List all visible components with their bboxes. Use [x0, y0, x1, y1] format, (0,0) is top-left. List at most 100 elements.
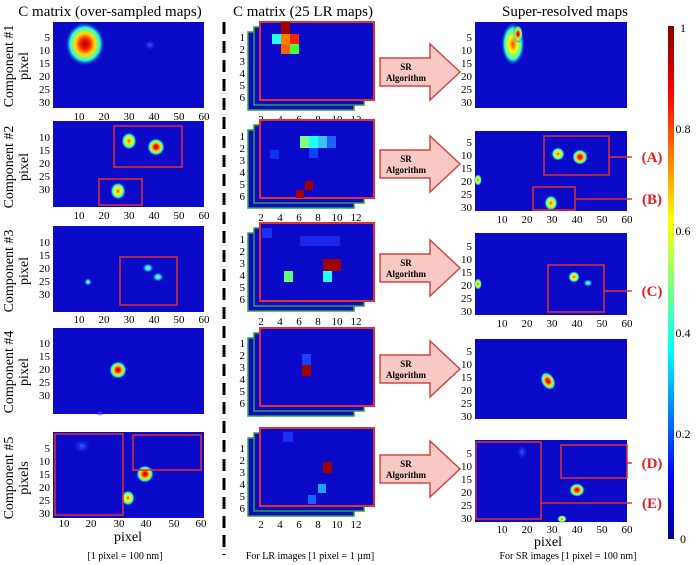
svg-text:6: 6	[240, 191, 246, 203]
svg-text:15: 15	[39, 145, 51, 157]
svg-text:15: 15	[461, 372, 473, 384]
ylabel: pixel	[17, 257, 32, 285]
component-label: Component #2	[2, 126, 17, 209]
svg-text:25: 25	[39, 171, 51, 183]
svg-text:20: 20	[86, 518, 98, 530]
svg-text:15: 15	[461, 267, 473, 279]
heatmap-right	[475, 440, 627, 522]
lr-map	[259, 427, 375, 507]
svg-text:60: 60	[196, 518, 208, 530]
svg-text:50: 50	[174, 210, 186, 222]
svg-text:1: 1	[240, 338, 246, 350]
svg-text:3: 3	[240, 362, 246, 374]
heatmap-left	[53, 226, 204, 312]
svg-text:50: 50	[174, 111, 186, 123]
svg-text:25: 25	[461, 500, 473, 512]
svg-text:40: 40	[572, 318, 584, 330]
ylabel: pixel	[17, 52, 32, 80]
highlight-box	[132, 434, 202, 471]
svg-text:6: 6	[240, 398, 246, 410]
svg-text:Algorithm: Algorithm	[386, 269, 426, 279]
svg-text:50: 50	[169, 518, 181, 530]
svg-text:5: 5	[240, 386, 246, 398]
svg-text:10: 10	[74, 111, 86, 123]
svg-text:4: 4	[240, 374, 246, 386]
row-component-3: Component #3 pixel 10 15 20 25 30 10 20 …	[2, 222, 662, 330]
svg-text:25: 25	[461, 189, 473, 201]
svg-text:30: 30	[124, 111, 136, 123]
svg-text:60: 60	[199, 210, 211, 222]
svg-text:1: 1	[240, 131, 246, 143]
sr-arrow	[379, 134, 462, 194]
svg-text:2: 2	[240, 44, 246, 56]
svg-text:30: 30	[461, 411, 473, 423]
svg-text:3: 3	[240, 56, 246, 68]
callout-B: (B)	[642, 192, 662, 208]
svg-text:30: 30	[39, 289, 51, 301]
sr-arrow	[379, 339, 462, 399]
callout-A: (A)	[642, 150, 663, 166]
svg-text:8: 8	[315, 212, 321, 224]
lr-map	[259, 327, 375, 407]
svg-text:10: 10	[497, 524, 509, 536]
svg-text:30: 30	[547, 318, 559, 330]
svg-text:20: 20	[99, 210, 111, 222]
lr-map	[259, 21, 375, 101]
component-label: Component #3	[2, 230, 17, 313]
svg-text:5: 5	[45, 443, 51, 455]
xlabel-right: pixel	[534, 535, 562, 550]
svg-text:30: 30	[461, 202, 473, 214]
svg-text:15: 15	[39, 469, 51, 481]
header-left: C matrix (over-sampled maps)	[18, 4, 201, 20]
svg-text:SR: SR	[400, 459, 412, 469]
callout-D: (D)	[642, 456, 663, 472]
svg-text:2: 2	[240, 455, 246, 467]
colorbar-tick: 0	[680, 532, 686, 546]
svg-text:25: 25	[461, 398, 473, 410]
svg-text:5: 5	[240, 179, 246, 191]
heatmap-right	[475, 22, 627, 108]
svg-text:30: 30	[547, 524, 559, 536]
svg-text:50: 50	[597, 318, 609, 330]
colorbar-tick: 0.2	[676, 427, 691, 441]
row-component-2: Component #2 pixel 10 15 20 25 30 10 20 …	[2, 119, 663, 226]
highlight-box	[98, 178, 143, 206]
svg-text:4: 4	[240, 270, 246, 282]
svg-text:5: 5	[240, 80, 246, 92]
callout-E: (E)	[642, 496, 662, 512]
svg-text:10: 10	[461, 461, 473, 473]
svg-text:15: 15	[39, 250, 51, 262]
svg-text:5: 5	[467, 346, 473, 358]
caption-right: For SR images [1 pixel = 100 nm]	[499, 551, 636, 562]
sr-label-1: SR	[400, 62, 412, 72]
svg-text:15: 15	[461, 58, 473, 70]
svg-text:8: 8	[315, 316, 321, 328]
svg-text:30: 30	[39, 390, 51, 402]
svg-text:20: 20	[522, 524, 534, 536]
svg-text:5: 5	[467, 137, 473, 149]
svg-text:30: 30	[39, 97, 51, 109]
svg-text:6: 6	[240, 294, 246, 306]
svg-text:4: 4	[277, 316, 283, 328]
colorbar-tick: 0.4	[676, 326, 691, 340]
svg-text:4: 4	[277, 212, 283, 224]
svg-text:25: 25	[39, 276, 51, 288]
svg-text:25: 25	[39, 377, 51, 389]
svg-text:SR: SR	[400, 258, 412, 268]
sr-arrow	[379, 439, 462, 499]
caption-middle: For LR images [1 pixel = 1 µm]	[246, 551, 374, 562]
svg-text:Algorithm: Algorithm	[386, 165, 426, 175]
row-component-5: Component #5 pixels 5 10 15 20 25 30 10 …	[2, 427, 663, 550]
svg-text:10: 10	[39, 132, 51, 144]
highlight-box	[113, 125, 183, 168]
yticks-right: 5 10 15 20 25 30	[461, 32, 473, 109]
svg-text:12: 12	[351, 519, 362, 531]
svg-text:25: 25	[39, 495, 51, 507]
svg-text:15: 15	[39, 58, 51, 70]
svg-text:20: 20	[39, 482, 51, 494]
svg-text:10: 10	[461, 254, 473, 266]
svg-text:2: 2	[258, 519, 264, 531]
highlight-box-E	[475, 441, 542, 520]
svg-text:40: 40	[572, 214, 584, 226]
